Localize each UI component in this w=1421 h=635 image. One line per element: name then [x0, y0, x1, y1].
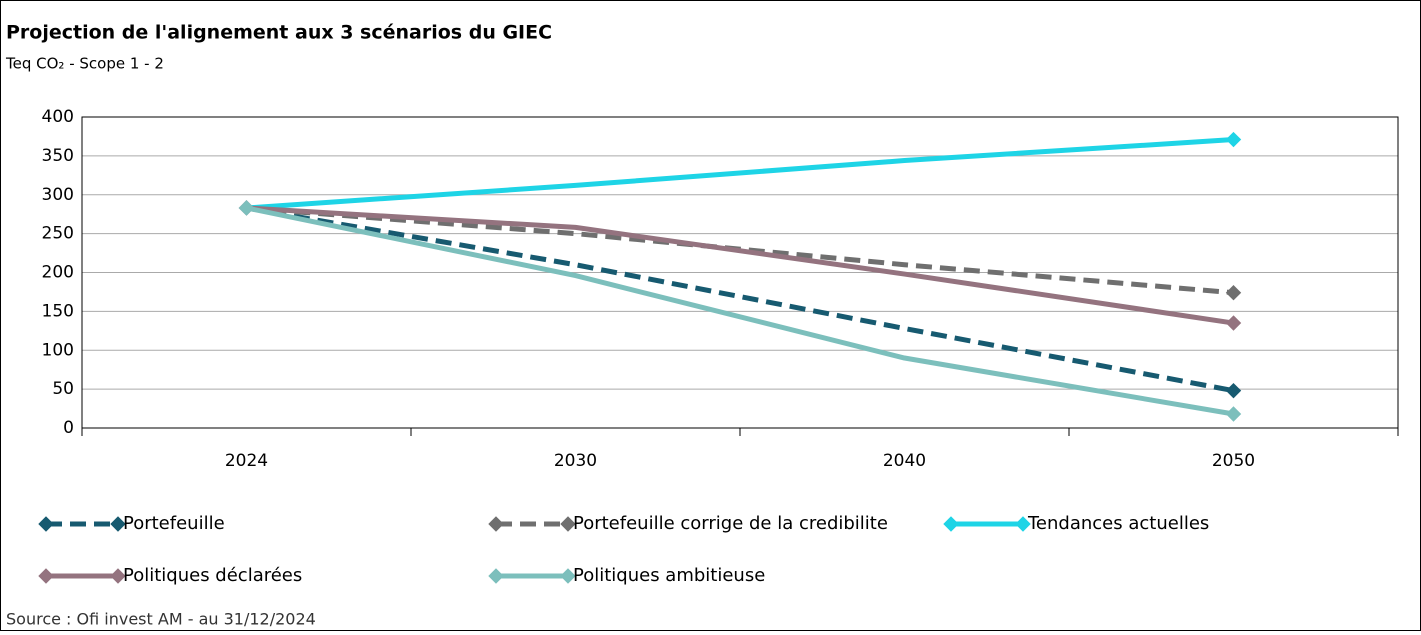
- y-tick-label: 150: [42, 301, 74, 321]
- legend-marker: [943, 516, 959, 532]
- x-tick-label: 2030: [554, 451, 597, 471]
- source: Source : Ofi invest AM - au 31/12/2024: [6, 610, 316, 629]
- legend-marker: [110, 568, 126, 584]
- legend-marker: [488, 516, 504, 532]
- y-tick-label: 0: [63, 418, 74, 438]
- y-tick-label: 400: [42, 107, 74, 127]
- series-marker: [1225, 315, 1242, 331]
- y-tick-label: 200: [42, 263, 74, 283]
- series-line: [245, 205, 1234, 417]
- legend-label: Tendances actuelles: [1027, 513, 1209, 534]
- y-tick-label: 300: [42, 185, 74, 205]
- x-tick-label: 2024: [225, 451, 268, 471]
- legend-marker: [38, 516, 54, 532]
- x-tick-label: 2050: [1212, 451, 1255, 471]
- series-line: [246, 205, 1234, 326]
- x-tick-label: 2040: [883, 451, 926, 471]
- legend-label: Portefeuille: [123, 513, 225, 534]
- series-marker: [238, 200, 255, 216]
- legend-label: Portefeuille corrige de la credibilite: [573, 513, 888, 534]
- y-tick-label: 250: [42, 224, 74, 244]
- chart-title: Projection de l'alignement aux 3 scénari…: [6, 22, 552, 44]
- legend-marker: [38, 568, 54, 584]
- series-marker: [1225, 382, 1242, 399]
- series-line: [246, 137, 1234, 211]
- series-marker: [1225, 285, 1242, 301]
- legend-marker: [1015, 516, 1031, 532]
- legend-marker: [560, 568, 576, 584]
- y-tick-label: 350: [42, 146, 74, 166]
- legend-marker: [560, 516, 576, 532]
- legend-label: Politiques ambitieuse: [573, 565, 765, 586]
- y-tick-label: 100: [42, 340, 74, 360]
- y-tick-label: 50: [52, 379, 74, 399]
- chart-subtitle: Teq CO₂ - Scope 1 - 2: [5, 55, 164, 73]
- legend-marker: [488, 568, 504, 584]
- series-marker: [1225, 131, 1242, 148]
- legend-label: Politiques déclarées: [123, 565, 302, 586]
- legend-marker: [110, 516, 126, 532]
- series-marker: [1225, 406, 1242, 422]
